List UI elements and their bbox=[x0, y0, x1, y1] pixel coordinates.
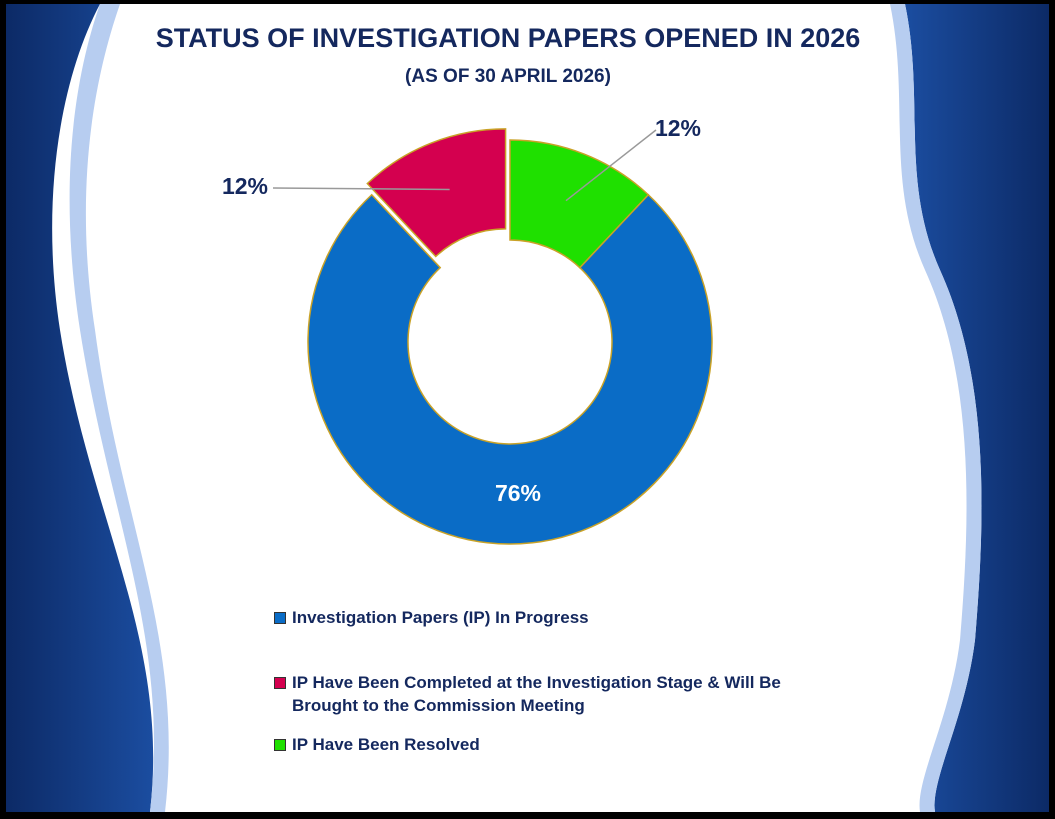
legend-swatch bbox=[274, 677, 286, 689]
data-label: 76% bbox=[495, 480, 541, 506]
donut-slice bbox=[509, 139, 650, 269]
legend-swatch bbox=[274, 612, 286, 624]
legend-item: IP Have Been Resolved bbox=[272, 733, 802, 756]
right-wave bbox=[890, 4, 982, 812]
chart-subtitle: (AS OF 30 APRIL 2026) bbox=[405, 66, 611, 87]
right-panel bbox=[905, 4, 1049, 812]
donut-slice bbox=[366, 128, 507, 258]
leader-line bbox=[565, 129, 657, 202]
data-label: 12% bbox=[655, 115, 701, 141]
legend-label: Investigation Papers (IP) In Progress bbox=[292, 608, 589, 627]
left-panel bbox=[6, 4, 154, 812]
legend: Investigation Papers (IP) In Progress IP … bbox=[272, 606, 802, 756]
legend-label: IP Have Been Completed at the Investigat… bbox=[292, 673, 781, 715]
left-wave bbox=[69, 4, 169, 812]
legend-item: IP Have Been Completed at the Investigat… bbox=[272, 671, 802, 717]
legend-label: IP Have Been Resolved bbox=[292, 735, 480, 754]
leader-line bbox=[272, 187, 450, 191]
chart-title: STATUS OF INVESTIGATION PAPERS OPENED IN… bbox=[156, 23, 861, 53]
data-label: 12% bbox=[222, 173, 268, 199]
background bbox=[6, 4, 1049, 812]
legend-item: Investigation Papers (IP) In Progress bbox=[272, 606, 802, 629]
donut-slice bbox=[307, 193, 713, 545]
legend-swatch bbox=[274, 739, 286, 751]
